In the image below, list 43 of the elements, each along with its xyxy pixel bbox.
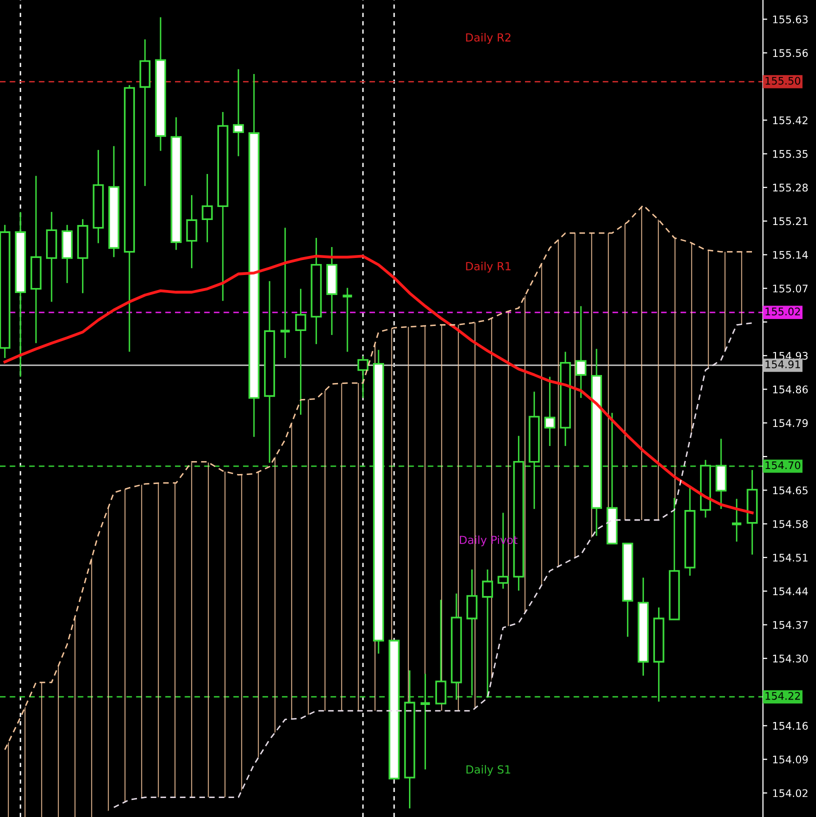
candlestick	[202, 173, 213, 243]
annotation: Daily R2	[466, 33, 510, 44]
y-tick-label: 154.86	[773, 386, 808, 394]
ref-line-label: 155.02	[766, 308, 800, 316]
candlestick	[357, 355, 368, 399]
y-tick-label: 155.63	[773, 15, 808, 24]
ref-line-label: 155.50	[766, 76, 800, 85]
ref-line-label: 154.70	[766, 461, 800, 470]
y-tick-label: 154.37	[773, 620, 808, 629]
candlestick	[575, 305, 586, 399]
candlestick	[295, 288, 306, 416]
y-tick-label: 155.14	[773, 251, 808, 259]
annotation: Daily R1	[466, 262, 510, 273]
candlestick	[435, 599, 446, 704]
y-tick-label: 154.09	[773, 756, 808, 764]
ref-line-label: 154.91	[766, 360, 800, 368]
y-tick-label: 154.65	[773, 486, 808, 494]
candlestick	[544, 376, 556, 447]
y-tick-label: 154.16	[773, 722, 808, 730]
y-tick-label: 155.42	[773, 116, 808, 124]
annotation: Daily S1	[466, 765, 510, 776]
candlestick	[466, 568, 478, 696]
y-tick-label: 155.28	[773, 184, 808, 192]
line-series	[113, 322, 753, 808]
y-tick-label: 154.44	[773, 587, 808, 596]
y-tick-label: 155.56	[773, 49, 808, 57]
line-series	[4, 204, 753, 750]
candlestick	[341, 287, 354, 352]
candlestick	[482, 568, 494, 699]
candlestick	[186, 194, 198, 269]
y-tick-label: 154.02	[773, 789, 808, 798]
y-tick-label: 155.21	[773, 217, 808, 226]
y-tick-label: 155.07	[773, 284, 808, 292]
y-tick-label: 154.51	[773, 554, 808, 562]
y-tick-label: 154.58	[773, 520, 808, 528]
candlestick	[730, 498, 743, 542]
y-tick-label: 154.79	[773, 419, 808, 428]
candlestick	[419, 673, 432, 770]
ref-line-label: 154.22	[766, 692, 800, 700]
candlestick	[279, 227, 292, 359]
y-tick-label: 155.35	[773, 150, 808, 158]
candlestick	[232, 68, 244, 157]
y-tick-label: 154.30	[773, 654, 808, 663]
